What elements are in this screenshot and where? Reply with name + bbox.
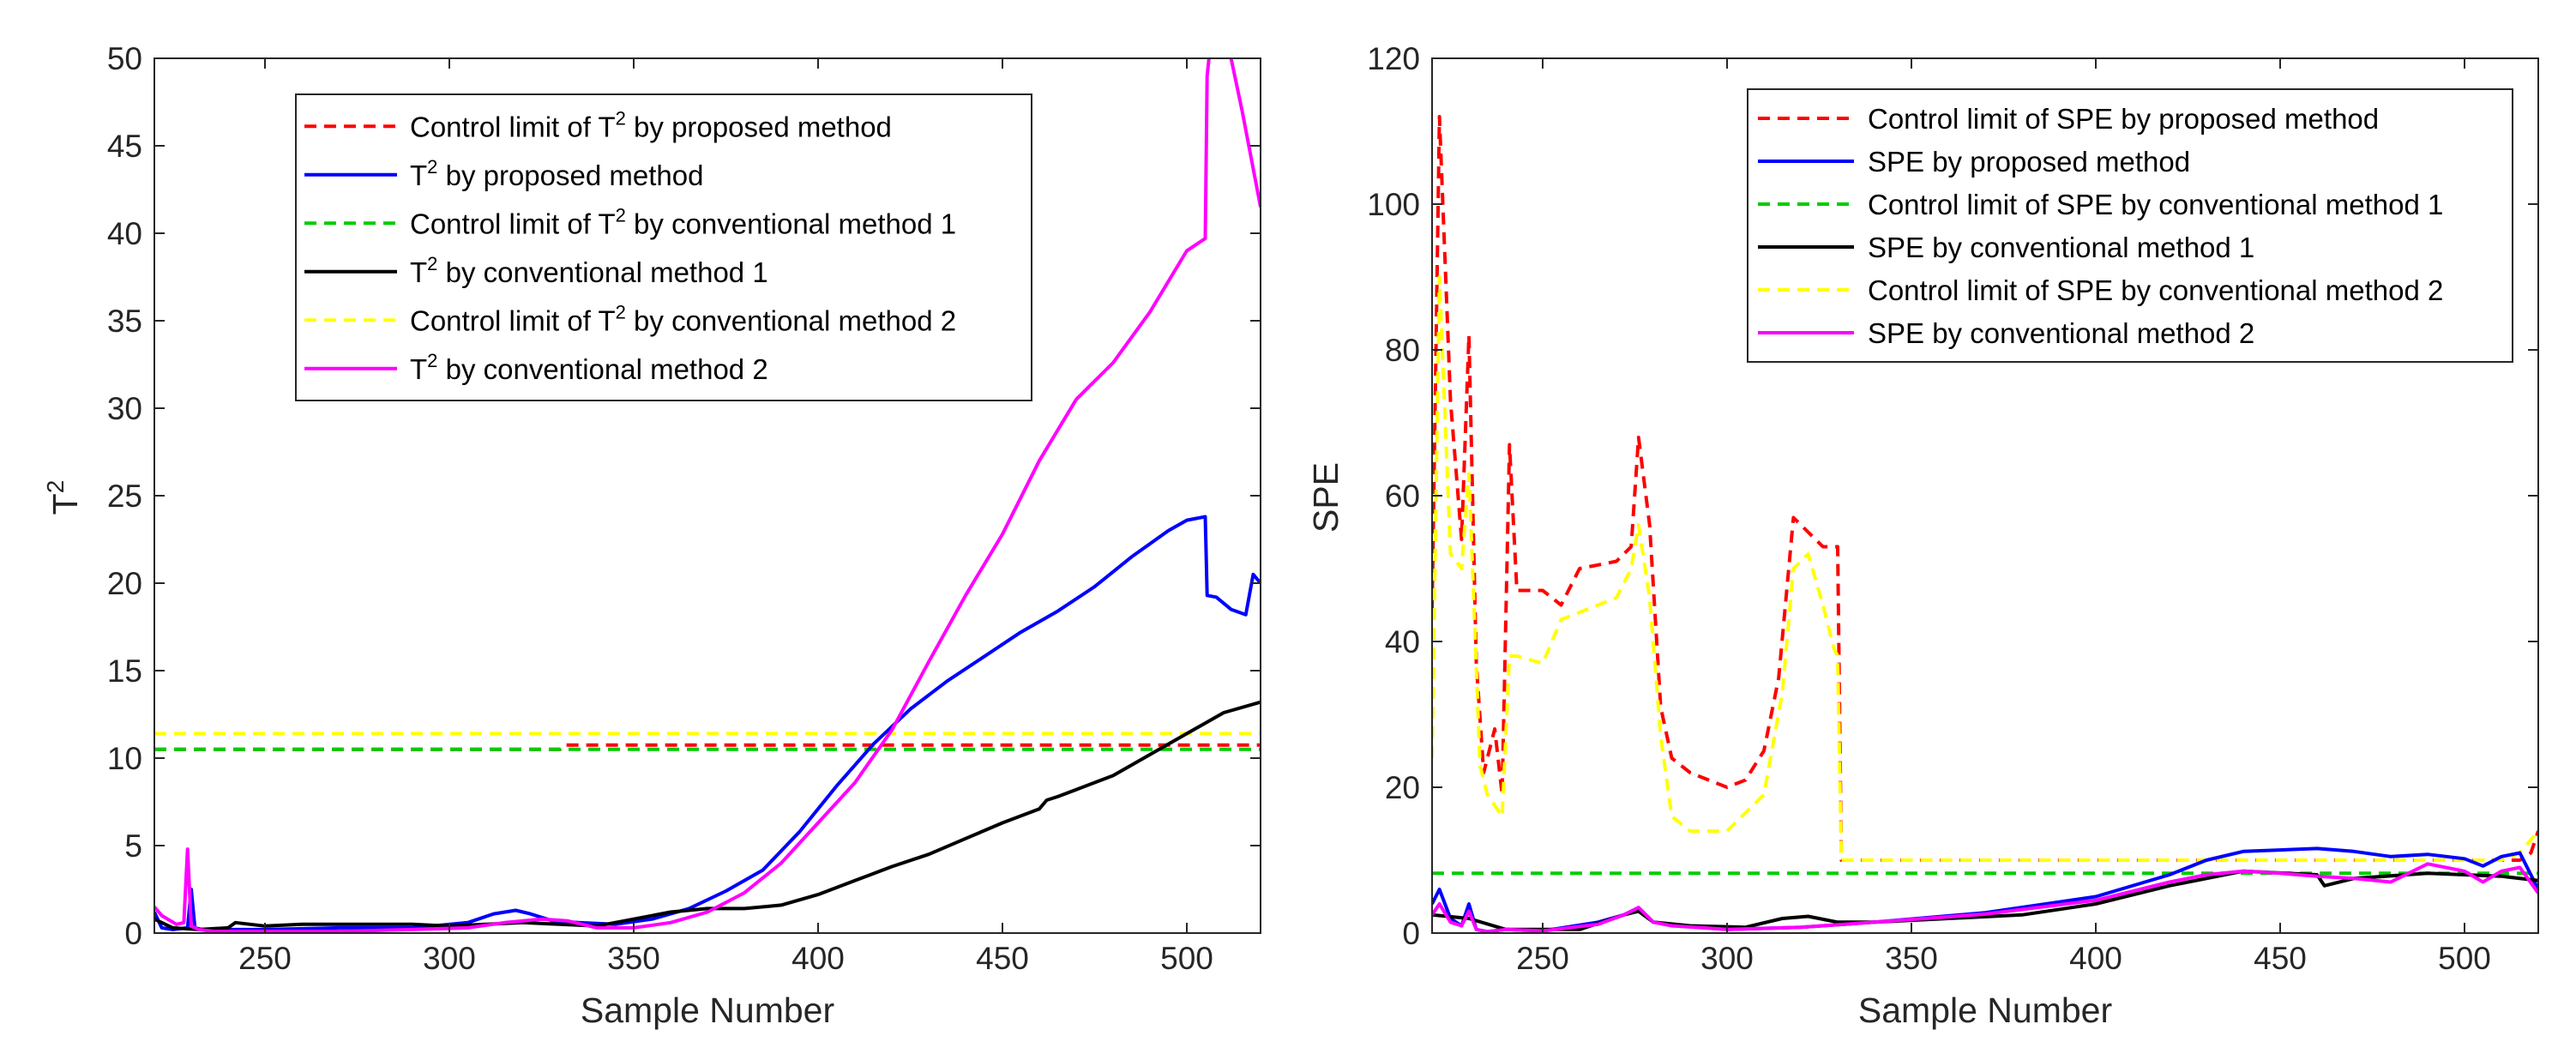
t2-legend: Control limit of T2 by proposed method T2… (295, 93, 1032, 401)
t2-series-4-line (154, 700, 1261, 931)
t2-legend-entry: T2 by conventional method 1 (410, 253, 768, 288)
t2-y-tick-label: 35 (107, 304, 142, 339)
t2-x-tick-label: 450 (976, 941, 1029, 976)
spe-series-6-line (1432, 862, 2538, 933)
t2-series-2-line (154, 515, 1261, 931)
t2-y-tick-label: 50 (107, 41, 142, 76)
spe-legend: Control limit of SPE by proposed method S… (1747, 88, 2513, 363)
t2-series-6-line (154, 58, 1261, 933)
t2-legend-entry: T2 by proposed method (410, 156, 703, 191)
spe-x-tick-label: 400 (2069, 941, 2122, 976)
spe-y-tick-label: 60 (1385, 479, 1420, 514)
spe-legend-entry: Control limit of SPE by conventional met… (1868, 274, 2443, 306)
spe-series-1-line (1432, 115, 2538, 862)
t2-chart: 250 300 350 400 450 500 0 5 10 15 20 25 30 35 40 45 50 S… (42, 41, 1261, 1030)
spe-x-tick-label: 500 (2438, 941, 2491, 976)
t2-y-tick-label: 30 (107, 391, 142, 426)
spe-legend-box (1747, 88, 2513, 363)
spe-y-tick-label: 40 (1385, 624, 1420, 659)
t2-y-tick-label: 40 (107, 216, 142, 251)
t2-x-axis-label: Sample Number (581, 991, 834, 1030)
spe-legend-entry: SPE by proposed method (1868, 146, 2190, 178)
spe-x-tick-label: 450 (2254, 941, 2307, 976)
spe-y-tick-label: 0 (1402, 916, 1420, 951)
t2-y-tick-label: 0 (124, 916, 142, 951)
spe-legend-entry: Control limit of SPE by conventional met… (1868, 189, 2443, 220)
spe-y-tick-label: 120 (1367, 41, 1420, 76)
t2-y-tick-label: 45 (107, 129, 142, 164)
spe-chart: 250 300 350 400 450 500 0 20 40 60 80 100 120 Sample… (1306, 41, 2539, 1030)
spe-x-tick-label: 350 (1885, 941, 1938, 976)
t2-y-tick-label: 20 (107, 566, 142, 601)
t2-legend-entry: Control limit of T2 by conventional meth… (410, 204, 956, 239)
t2-legend-box (295, 93, 1032, 401)
spe-y-tick-label: 20 (1385, 770, 1420, 805)
t2-y-tick-label: 5 (124, 828, 142, 864)
spe-x-tick-label: 250 (1516, 941, 1569, 976)
t2-x-tick-label: 300 (423, 941, 476, 976)
t2-legend-entry: T2 by conventional method 2 (410, 350, 768, 385)
spe-y-tick-label: 80 (1385, 333, 1420, 368)
spe-series-5-line (1432, 275, 2538, 862)
t2-x-tick-label: 250 (238, 941, 292, 976)
t2-legend-entry: Control limit of T2 by conventional meth… (410, 301, 956, 336)
t2-x-tick-label: 500 (1160, 941, 1213, 976)
spe-y-tick-label: 100 (1367, 187, 1420, 222)
t2-y-tick-label: 25 (107, 479, 142, 514)
spe-x-tick-label: 300 (1700, 941, 1754, 976)
spe-legend-entry: SPE by conventional method 2 (1868, 317, 2254, 349)
spe-legend-entry: SPE by conventional method 1 (1868, 232, 2254, 263)
t2-legend-entry: Control limit of T2 by proposed method (410, 107, 892, 142)
t2-x-tick-label: 400 (791, 941, 845, 976)
t2-y-tick-label: 10 (107, 741, 142, 776)
t2-y-tick-label: 15 (107, 653, 142, 689)
t2-y-axis-label: T2 (42, 480, 85, 515)
spe-legend-entry: Control limit of SPE by proposed method (1868, 103, 2379, 135)
spe-x-axis-label: Sample Number (1858, 991, 2112, 1030)
t2-x-tick-label: 350 (607, 941, 660, 976)
spe-y-axis-label: SPE (1306, 462, 1345, 533)
